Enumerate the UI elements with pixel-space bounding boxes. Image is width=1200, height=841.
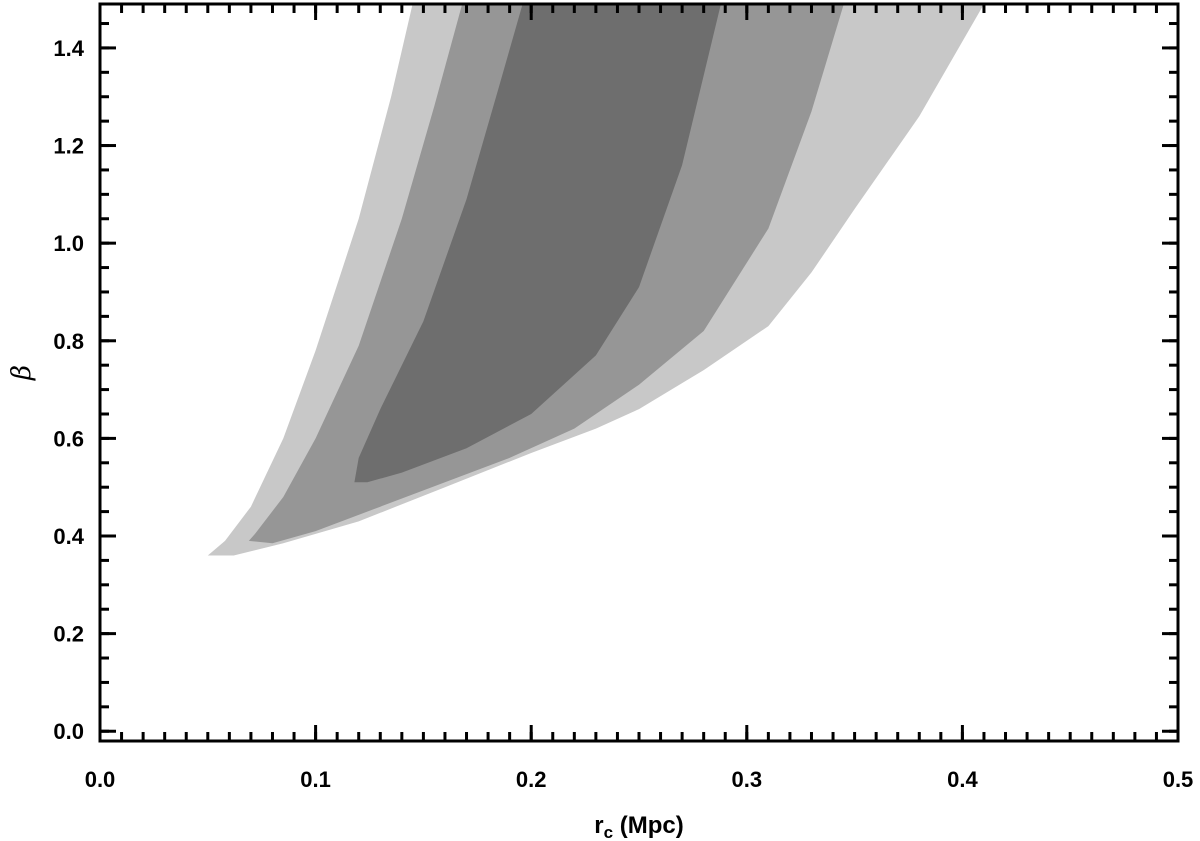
x-tick-label: 0.5 [1163,767,1194,792]
y-tick-label: 0.8 [53,329,84,354]
x-tick-label: 0.1 [300,767,331,792]
contour-regions [207,4,985,556]
contour-inner [354,4,721,483]
x-axis-label: rc (Mpc) [594,812,683,841]
y-tick-label: 1.2 [53,134,84,159]
x-axis-label-units: (Mpc) [613,812,684,839]
x-tick-label: 0.2 [516,767,547,792]
x-tick-label: 0.4 [947,767,978,792]
y-tick-label: 1.0 [53,231,84,256]
x-tick-labels: 0.0 0.1 0.2 0.3 0.4 0.5 [85,767,1194,792]
y-tick-label: 0.4 [53,524,84,549]
y-axis-label: β [7,365,37,381]
y-tick-label: 0.6 [53,426,84,451]
plot-frame [98,2,1180,743]
x-tick-label: 0.0 [85,767,116,792]
y-tick-label: 0.0 [53,719,84,744]
y-tick-label: 0.2 [53,622,84,647]
y-tick-labels: 0.0 0.2 0.4 0.6 0.8 1.0 1.2 1.4 [53,36,84,744]
x-axis-label-main: r [594,812,603,839]
x-tick-label: 0.3 [732,767,763,792]
y-tick-label: 1.4 [53,36,84,61]
x-axis-label-subscript: c [604,823,613,841]
